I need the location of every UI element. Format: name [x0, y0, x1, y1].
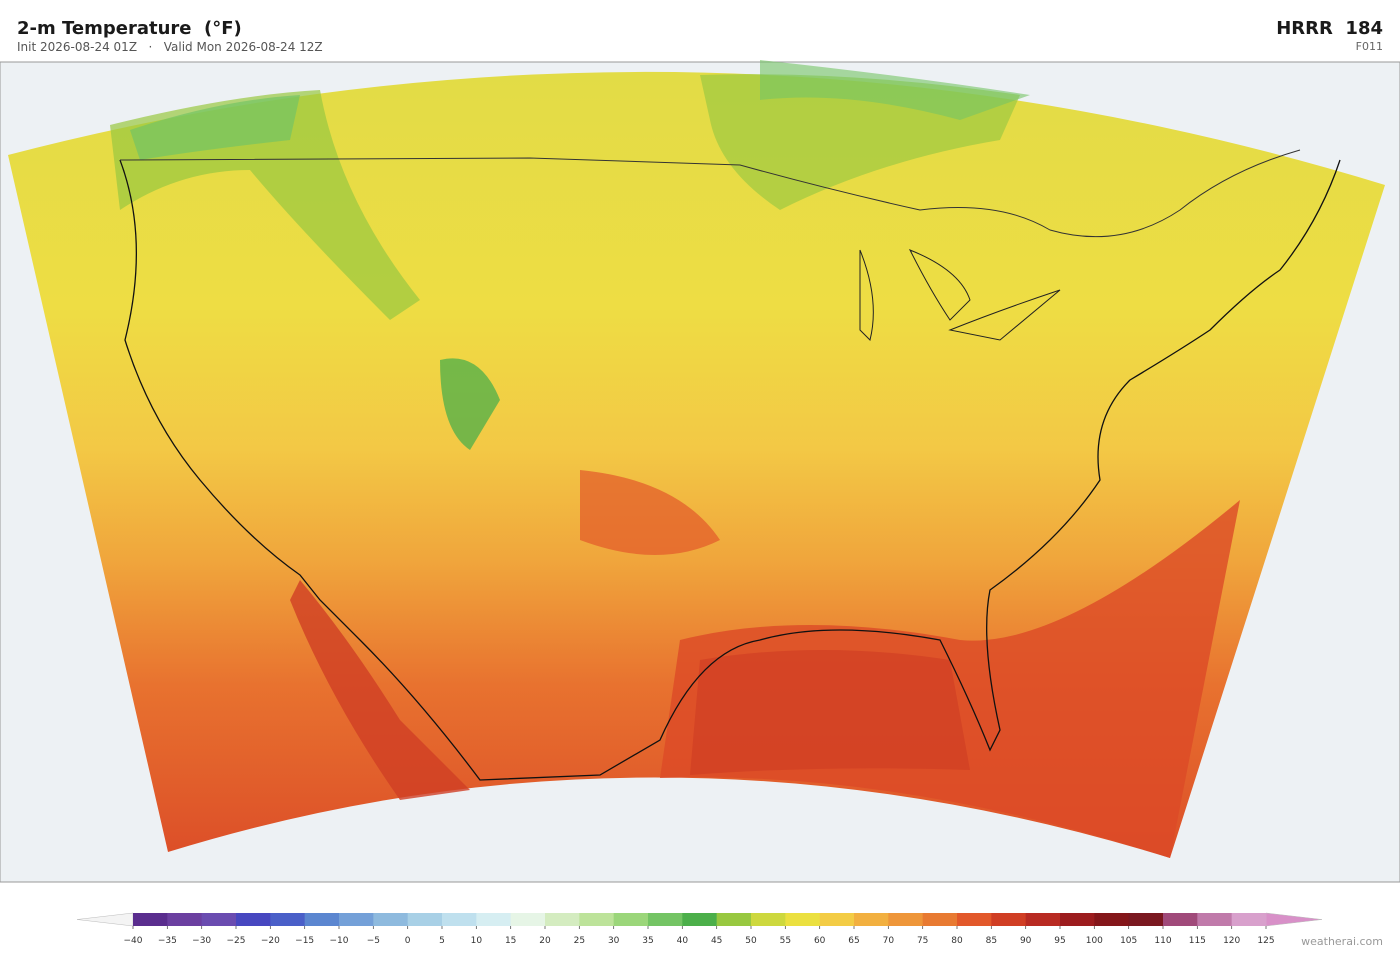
colorbar-tick-label: 30 — [608, 936, 620, 946]
plains-region — [580, 470, 720, 555]
credit: weatherai.com — [1301, 935, 1383, 948]
cool-region — [130, 95, 300, 160]
colorbar-tick-label: 115 — [1189, 936, 1206, 946]
colorbar-swatch — [270, 913, 306, 926]
colorbar-swatch — [888, 913, 924, 926]
colorbar-swatch — [201, 913, 237, 926]
colorbar-swatch — [1025, 913, 1061, 926]
colorbar-tick-label: 25 — [574, 936, 585, 946]
colorbar-swatch — [682, 913, 718, 926]
colorbar: −40 −35 −30 −25 −20 −15 −10 −5 0 5 10 15 20 25 30 35 40 4… — [76, 912, 1323, 946]
colorbar-swatch — [545, 913, 580, 926]
colorbar-tick-label: 75 — [917, 936, 928, 946]
colorbar-swatch — [922, 913, 958, 926]
colorbar-tick-label: 5 — [439, 936, 445, 946]
colorbar-tick-label: 55 — [780, 936, 791, 946]
colorbar-tick-label: 95 — [1054, 936, 1065, 946]
colorbar-tick-label: −15 — [295, 936, 314, 946]
colorbar-tick-label: 35 — [642, 936, 653, 946]
title: 2-m Temperature (°F) — [17, 18, 242, 39]
colorbar-tick-label: 20 — [539, 936, 551, 946]
colorbar-tick-label: −25 — [227, 936, 246, 946]
colorbar-tick-label: −10 — [330, 936, 349, 946]
colorbar-tick-label: 45 — [711, 936, 722, 946]
colorbar-swatch — [854, 913, 889, 926]
colorbar-extend-low — [76, 912, 134, 927]
colorbar-tick-label: 105 — [1120, 936, 1137, 946]
subtitle: Init 2026-08-24 01Z · Valid Mon 2026-08-… — [17, 40, 323, 54]
forecast-hour: F011 — [1356, 40, 1383, 53]
colorbar-swatch — [476, 913, 512, 926]
colorbar-swatch — [442, 913, 477, 926]
colorbar-swatch — [1231, 913, 1267, 926]
colorbar-swatch — [373, 913, 409, 926]
colorbar-swatch — [579, 913, 615, 926]
colorbar-swatch — [751, 913, 786, 926]
colorbar-swatch — [133, 913, 168, 926]
cool-region — [760, 60, 1030, 120]
colorbar-tick-label: 65 — [848, 936, 859, 946]
colorbar-tick-label: −30 — [192, 936, 211, 946]
colorbar-tick-label: 80 — [951, 936, 963, 946]
great-lakes — [859, 249, 1061, 341]
colorbar-tick-label: −5 — [367, 936, 380, 946]
colorbar-tick-label: 50 — [745, 936, 757, 946]
colorbar-swatch — [1163, 913, 1198, 926]
colorbar-tick-label: 60 — [814, 936, 826, 946]
coastline — [119, 159, 1341, 781]
colorbar-tick-label: −20 — [261, 936, 280, 946]
border — [119, 149, 1301, 238]
colorbar-swatch — [716, 913, 752, 926]
model-label: HRRR 184 — [1276, 18, 1383, 39]
colorbar-swatch — [167, 913, 203, 926]
colorbar-swatch — [648, 913, 683, 926]
colorbar-swatch — [991, 913, 1027, 926]
baja-region — [290, 580, 470, 800]
colorbar-swatch — [339, 913, 374, 926]
colorbar-tick-label: 70 — [883, 936, 895, 946]
colorbar-extend-high — [1265, 912, 1323, 927]
colorbar-swatch — [785, 913, 821, 926]
colorbar-tick-label: 85 — [986, 936, 997, 946]
colorbar-tick-label: 0 — [405, 936, 411, 946]
colorbar-swatch — [1128, 913, 1164, 926]
colorbar-swatch — [1197, 913, 1233, 926]
colorbar-tick-label: 90 — [1020, 936, 1032, 946]
colorbar-tick-label: 15 — [505, 936, 516, 946]
colorbar-tick-label: 120 — [1223, 936, 1240, 946]
colorbar-swatch — [407, 913, 443, 926]
cool-region — [440, 358, 500, 450]
colorbar-swatch — [236, 913, 271, 926]
colorbar-tick-label: −40 — [124, 936, 143, 946]
colorbar-swatch — [304, 913, 340, 926]
colorbar-tick-label: 40 — [677, 936, 689, 946]
colorbar-swatch — [957, 913, 992, 926]
map — [0, 60, 1400, 883]
gulf-region — [690, 650, 970, 775]
colorbar-tick-label: 125 — [1257, 936, 1274, 946]
colorbar-tick-label: −35 — [158, 936, 177, 946]
colorbar-swatch — [510, 913, 546, 926]
colorbar-swatch — [1060, 913, 1095, 926]
colorbar-tick-label: 10 — [471, 936, 483, 946]
colorbar-swatch — [613, 913, 649, 926]
colorbar-tick-label: 100 — [1086, 936, 1103, 946]
colorbar-tick-label: 110 — [1154, 936, 1171, 946]
colorbar-swatch — [819, 913, 855, 926]
colorbar-swatch — [1094, 913, 1130, 926]
